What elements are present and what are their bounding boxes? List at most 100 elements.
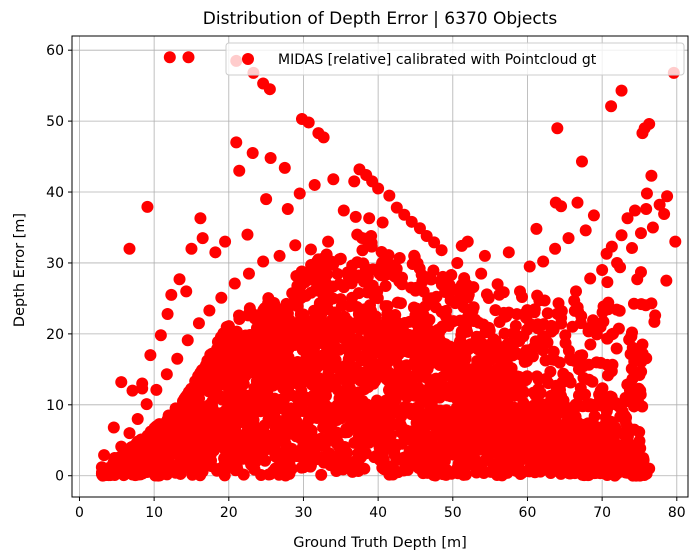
x-tick-label: 60	[519, 505, 537, 521]
data-point	[425, 397, 438, 410]
data-point	[614, 451, 627, 464]
data-point	[658, 208, 671, 221]
data-point	[310, 401, 323, 414]
data-point	[286, 287, 299, 300]
data-point	[161, 308, 174, 321]
data-point	[337, 204, 350, 217]
x-axis-label: Ground Truth Depth [m]	[293, 535, 467, 551]
data-point	[626, 326, 638, 339]
data-point	[230, 336, 243, 349]
data-point	[474, 443, 487, 456]
data-point	[545, 430, 558, 443]
data-point	[495, 386, 508, 399]
data-point	[455, 278, 468, 291]
data-point	[479, 393, 492, 406]
data-point	[643, 117, 656, 130]
data-point	[260, 193, 273, 206]
x-tick-label: 30	[295, 505, 313, 521]
data-point	[324, 348, 337, 361]
data-point	[407, 385, 420, 398]
data-point	[149, 469, 162, 482]
data-point	[635, 298, 648, 311]
data-point	[331, 373, 344, 386]
data-point	[588, 466, 601, 479]
data-point	[126, 384, 139, 397]
data-point	[409, 330, 422, 343]
data-point	[613, 304, 626, 317]
data-point	[398, 208, 411, 221]
data-point	[549, 242, 562, 255]
data-point	[507, 436, 520, 449]
data-point	[209, 246, 222, 259]
data-point	[509, 426, 522, 439]
data-point	[435, 305, 448, 318]
data-point	[237, 468, 250, 481]
data-point	[230, 136, 243, 149]
data-point	[301, 324, 314, 337]
data-point	[575, 155, 588, 168]
data-point	[131, 412, 144, 425]
legend-box	[225, 42, 685, 76]
data-point	[605, 100, 618, 113]
data-point	[357, 305, 370, 318]
data-point	[299, 444, 312, 457]
data-point	[192, 452, 205, 465]
data-point	[104, 464, 117, 477]
data-point	[661, 190, 674, 203]
data-point	[582, 325, 595, 338]
data-point	[467, 301, 480, 314]
data-point	[640, 203, 653, 216]
data-point	[615, 84, 628, 97]
data-point	[252, 324, 265, 337]
data-point	[493, 344, 506, 357]
data-point	[130, 437, 143, 450]
data-point	[264, 151, 277, 164]
data-point	[185, 242, 198, 255]
data-point	[322, 235, 335, 248]
data-point	[444, 383, 457, 396]
data-point	[174, 434, 187, 447]
data-point	[196, 232, 209, 245]
data-point	[517, 402, 530, 415]
data-point	[144, 349, 157, 362]
data-point	[273, 463, 286, 476]
data-point	[509, 319, 522, 332]
data-point	[401, 456, 414, 469]
data-point	[528, 341, 541, 354]
data-point	[575, 310, 588, 323]
data-point	[150, 383, 163, 396]
data-point	[98, 449, 111, 462]
data-point	[242, 362, 255, 375]
data-point	[234, 385, 247, 398]
data-point	[527, 417, 540, 430]
data-point	[372, 182, 385, 195]
data-point	[163, 51, 176, 64]
data-point	[320, 248, 333, 261]
data-point	[417, 416, 430, 429]
data-point	[239, 329, 252, 342]
data-point	[530, 222, 543, 235]
data-point	[528, 306, 541, 319]
data-point	[399, 362, 412, 375]
data-point	[364, 414, 377, 427]
data-point	[279, 438, 292, 451]
data-point	[593, 388, 606, 401]
data-point	[241, 228, 254, 241]
data-point	[584, 398, 597, 411]
data-point	[293, 187, 306, 200]
data-point	[274, 347, 287, 360]
data-point	[329, 306, 342, 319]
data-point	[405, 215, 418, 228]
data-point	[383, 189, 396, 202]
data-point	[547, 394, 560, 407]
data-point	[396, 378, 409, 391]
data-point	[308, 178, 321, 191]
legend-marker	[242, 53, 254, 65]
data-point	[369, 322, 382, 335]
data-point	[249, 456, 262, 469]
data-point	[602, 303, 615, 316]
data-point	[445, 467, 458, 480]
data-point	[302, 116, 315, 129]
data-point	[381, 307, 394, 320]
